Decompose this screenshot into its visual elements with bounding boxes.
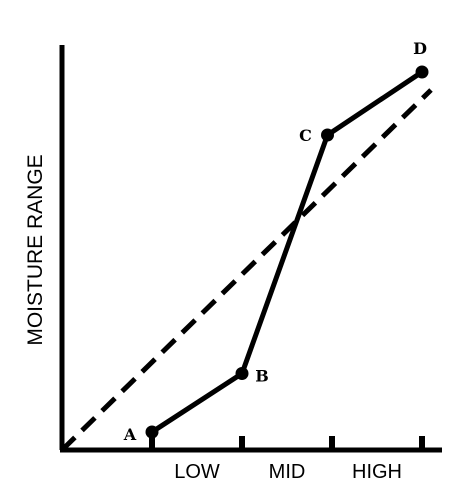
x-category-label-mid: MID bbox=[269, 461, 306, 482]
point-b bbox=[235, 367, 249, 380]
series-layer bbox=[60, 69, 433, 452]
point-label-b: B bbox=[255, 367, 269, 386]
point-label-d: D bbox=[413, 39, 427, 58]
solid-data-line bbox=[150, 69, 424, 435]
point-d bbox=[415, 65, 429, 79]
x-category-label-high: HIGH bbox=[352, 461, 402, 482]
y-axis-label: MOISTURE RANGE bbox=[24, 154, 47, 345]
point-c bbox=[321, 128, 334, 142]
x-axis-category-labels: LOW MID HIGH bbox=[174, 461, 402, 482]
point-label-c: C bbox=[299, 126, 312, 145]
dashed-trend-line bbox=[60, 88, 433, 452]
x-category-label-low: LOW bbox=[174, 461, 220, 482]
point-label-a: A bbox=[123, 425, 137, 444]
point-a bbox=[145, 425, 159, 439]
points-layer: A B C D bbox=[123, 39, 429, 444]
